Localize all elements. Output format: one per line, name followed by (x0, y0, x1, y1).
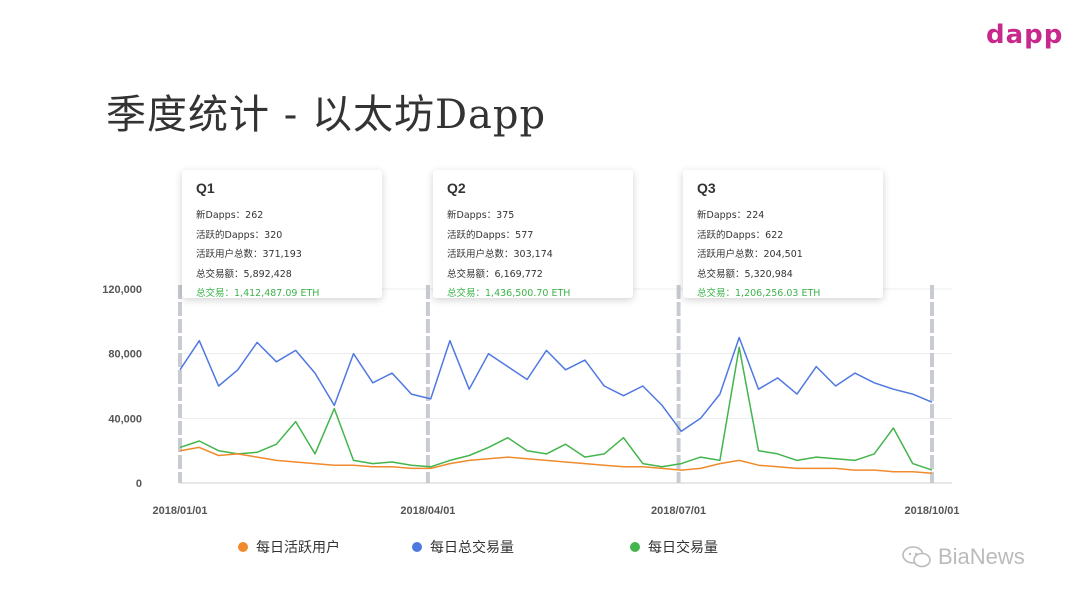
series-line-total-tx (179, 336, 933, 433)
series-line-daily-tx (179, 346, 933, 471)
quarter-label: Q3 (697, 180, 716, 196)
quarter-label: Q1 (196, 180, 215, 196)
legend-dot-icon (630, 542, 640, 552)
active-dapps: 活跃的Dapps：320 (196, 229, 283, 241)
active-users: 活跃用户总数：371,193 (196, 249, 302, 260)
watermark: BiaNews (902, 544, 1025, 570)
x-tick-label: 2018/10/01 (904, 505, 959, 517)
legend-total-tx[interactable]: 每日总交易量 (412, 537, 514, 557)
legend-dot-icon (238, 542, 248, 552)
x-tick-label: 2018/01/01 (152, 505, 207, 517)
x-tick-label: 2018/07/01 (651, 505, 706, 517)
new-dapps: 新Dapps：262 (196, 210, 264, 221)
y-tick-label: 120,000 (102, 284, 142, 296)
legend-label: 每日活跃用户 (256, 540, 340, 556)
slide-title: 季度统计 - 以太坊Dapp (106, 92, 547, 138)
total-volume: 总交易额：6,169,772 (447, 268, 543, 280)
dapp-logo: dapp (986, 20, 1064, 50)
legend-daily-tx[interactable]: 每日交易量 (630, 537, 718, 557)
active-users: 活跃用户总数：204,501 (697, 249, 803, 260)
wechat-icon (902, 546, 931, 568)
active-dapps: 活跃的Dapps：622 (697, 229, 784, 241)
new-dapps: 新Dapps：375 (447, 210, 515, 221)
y-tick-label: 0 (136, 478, 142, 490)
quarter-card-q2: Q2 新Dapps：375 活跃的Dapps：577 活跃用户总数：303,17… (433, 170, 633, 298)
x-tick-label: 2018/04/01 (400, 505, 455, 517)
y-tick-label: 80,000 (108, 349, 142, 361)
quarter-card-q3: Q3 新Dapps：224 活跃的Dapps：622 活跃用户总数：204,50… (683, 170, 883, 298)
total-volume: 总交易额：5,892,428 (196, 268, 292, 280)
y-tick-label: 40,000 (108, 413, 142, 425)
total-volume: 总交易额：5,320,984 (697, 268, 793, 280)
legend-active-users[interactable]: 每日活跃用户 (238, 537, 340, 557)
new-dapps: 新Dapps：224 (697, 210, 765, 221)
legend-label: 每日总交易量 (430, 540, 514, 556)
active-dapps: 活跃的Dapps：577 (447, 229, 534, 241)
total-tx: 总交易：1,412,487.09 ETH (196, 288, 320, 298)
active-users: 活跃用户总数：303,174 (447, 249, 553, 260)
legend-label: 每日交易量 (648, 540, 718, 556)
legend-dot-icon (412, 542, 422, 552)
quarter-label: Q2 (447, 180, 466, 196)
total-tx: 总交易：1,436,500.70 ETH (447, 288, 571, 298)
series-line-active-users (179, 446, 933, 475)
total-tx: 总交易：1,206,256.03 ETH (697, 288, 821, 298)
quarter-card-q1: Q1 新Dapps：262 活跃的Dapps：320 活跃用户总数：371,19… (182, 170, 382, 298)
watermark-text: BiaNews (938, 544, 1025, 569)
